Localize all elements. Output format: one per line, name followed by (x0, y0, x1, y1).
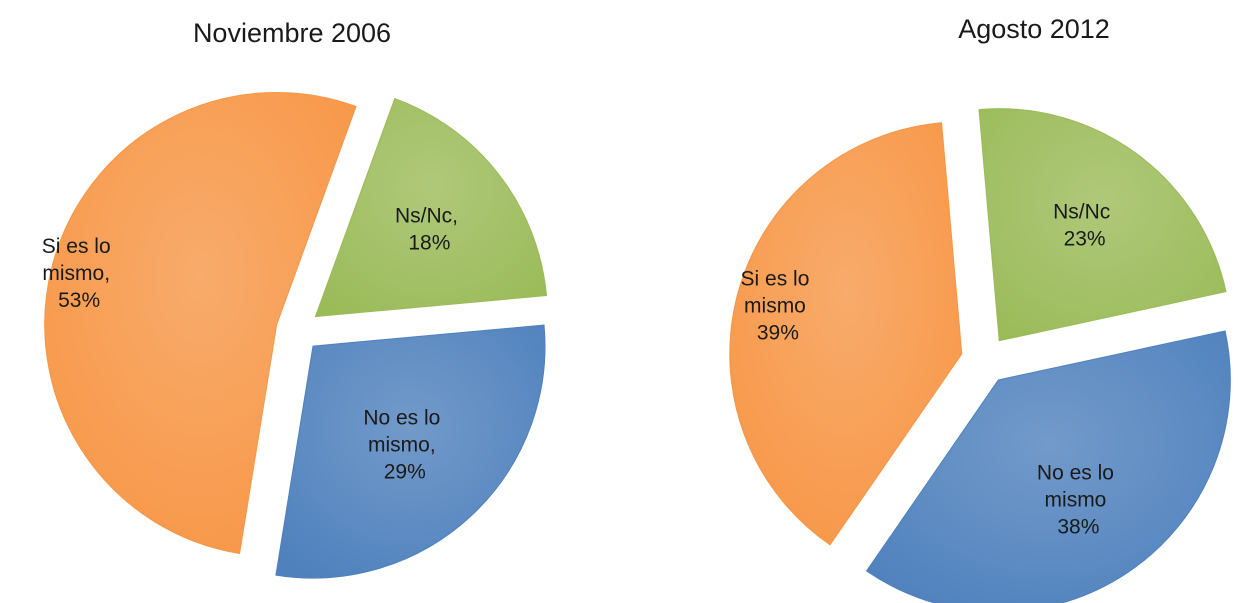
label-line: 18% (408, 231, 450, 254)
data-label: No es lo mismo 38% (1037, 461, 1120, 538)
label-line: 23% (1064, 227, 1106, 250)
label-line: mismo (1045, 488, 1113, 511)
label-line: Ns/Nc, (395, 204, 464, 227)
label-line: mismo, (368, 434, 442, 457)
data-label: No es lo mismo, 29% (363, 407, 446, 484)
pie-slice (314, 97, 548, 318)
pie-slice (978, 108, 1227, 342)
chart-title: Agosto 2012 (958, 14, 1110, 44)
label-line: 39% (757, 321, 799, 344)
data-label: Si es lo mismo 39% (741, 267, 816, 344)
data-label: Ns/Nc, 18% (395, 204, 464, 254)
label-line: mismo, (42, 262, 116, 285)
pie-slice (275, 324, 546, 579)
pie-slice (44, 92, 357, 555)
data-label: Ns/Nc 23% (1053, 200, 1116, 250)
chart-title: Noviembre 2006 (193, 18, 391, 48)
label-line: Si es lo (42, 235, 117, 258)
label-line: Ns/Nc (1053, 200, 1116, 223)
label-line: 53% (58, 289, 100, 312)
pie-slice (729, 122, 963, 546)
label-line: Si es lo (741, 267, 816, 290)
label-line: No es lo (1037, 461, 1120, 484)
label-line: No es lo (363, 407, 446, 430)
pie-slice (865, 330, 1231, 603)
label-line: 29% (384, 461, 426, 484)
label-line: mismo (744, 294, 812, 317)
label-line: 38% (1057, 515, 1099, 538)
data-label: Si es lo mismo, 53% (42, 235, 117, 312)
